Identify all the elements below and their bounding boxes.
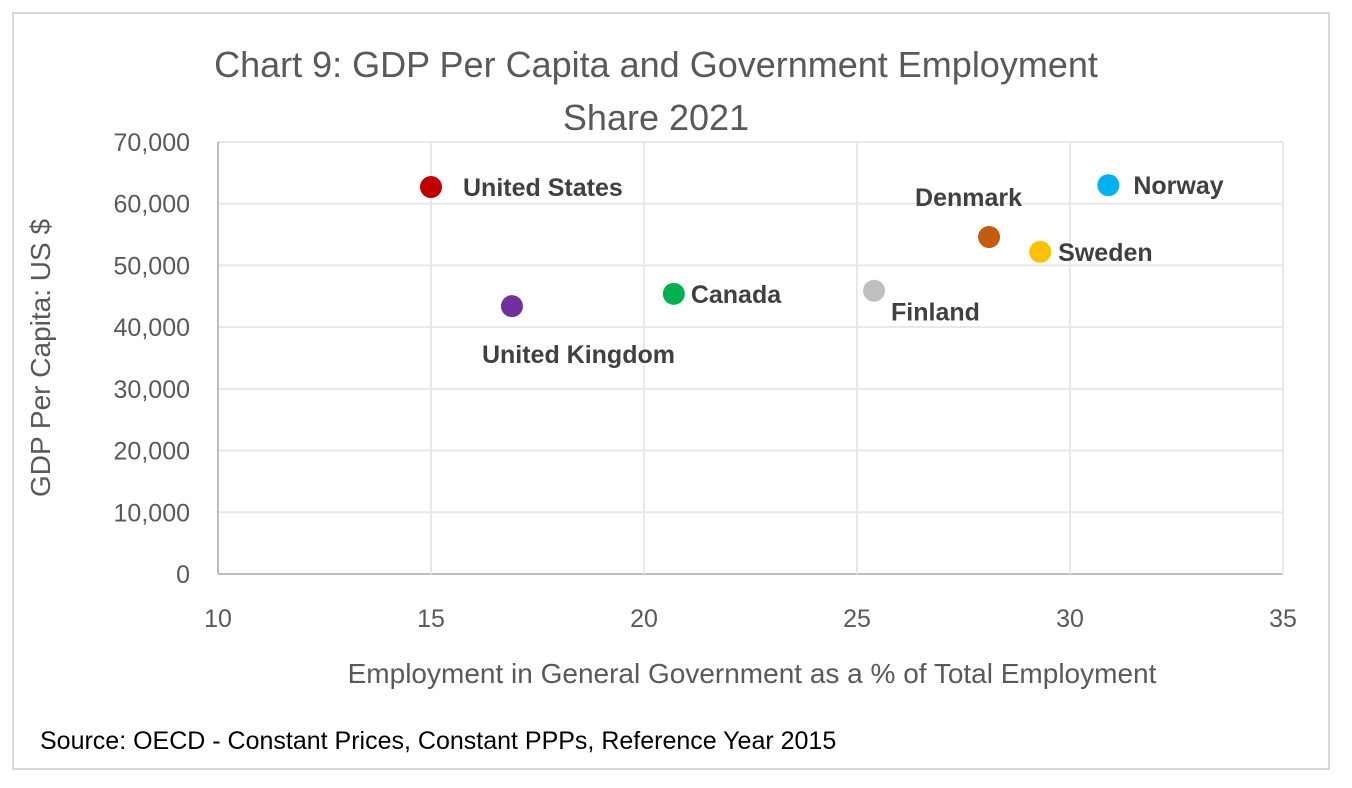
y-tick-label: 20,000 [114,438,190,466]
x-tick-label: 25 [843,605,871,633]
y-tick-label: 60,000 [114,191,190,219]
x-tick-label: 15 [417,605,445,633]
data-label: Sweden [1058,239,1152,267]
x-tick-label: 10 [204,605,232,633]
data-point-canada [662,282,685,305]
data-label: Finland [891,299,980,327]
y-tick-label: 10,000 [114,499,190,527]
y-axis-label: GDP Per Capita: US $ [25,219,56,497]
y-tick-label: 30,000 [114,376,190,404]
chart-title-line-1: Chart 9: GDP Per Capita and Government E… [214,44,1098,85]
data-label: Norway [1133,172,1223,200]
x-tick-label: 35 [1269,605,1297,633]
data-point-united-kingdom [500,295,523,318]
data-point-finland [863,279,886,302]
y-tick-label: 50,000 [114,252,190,280]
data-point-norway [1097,174,1120,197]
data-point-denmark [978,226,1001,249]
data-label: Canada [691,281,782,309]
x-axis-label: Employment in General Government as a % … [348,658,1157,689]
data-point-sweden [1029,240,1052,263]
data-label: United States [463,174,623,202]
source-note: Source: OECD - Constant Prices, Constant… [40,727,836,755]
y-tick-label: 40,000 [114,314,190,342]
y-tick-label: 0 [176,561,190,589]
data-point-united-states [420,176,442,199]
x-tick-label: 30 [1056,605,1084,633]
y-tick-label: 70,000 [114,129,190,157]
data-label: Denmark [915,184,1022,212]
chart-frame [12,12,1330,770]
x-tick-label: 20 [630,605,658,633]
chart-title-line-2: Share 2021 [563,97,749,138]
data-label: United Kingdom [482,341,675,369]
